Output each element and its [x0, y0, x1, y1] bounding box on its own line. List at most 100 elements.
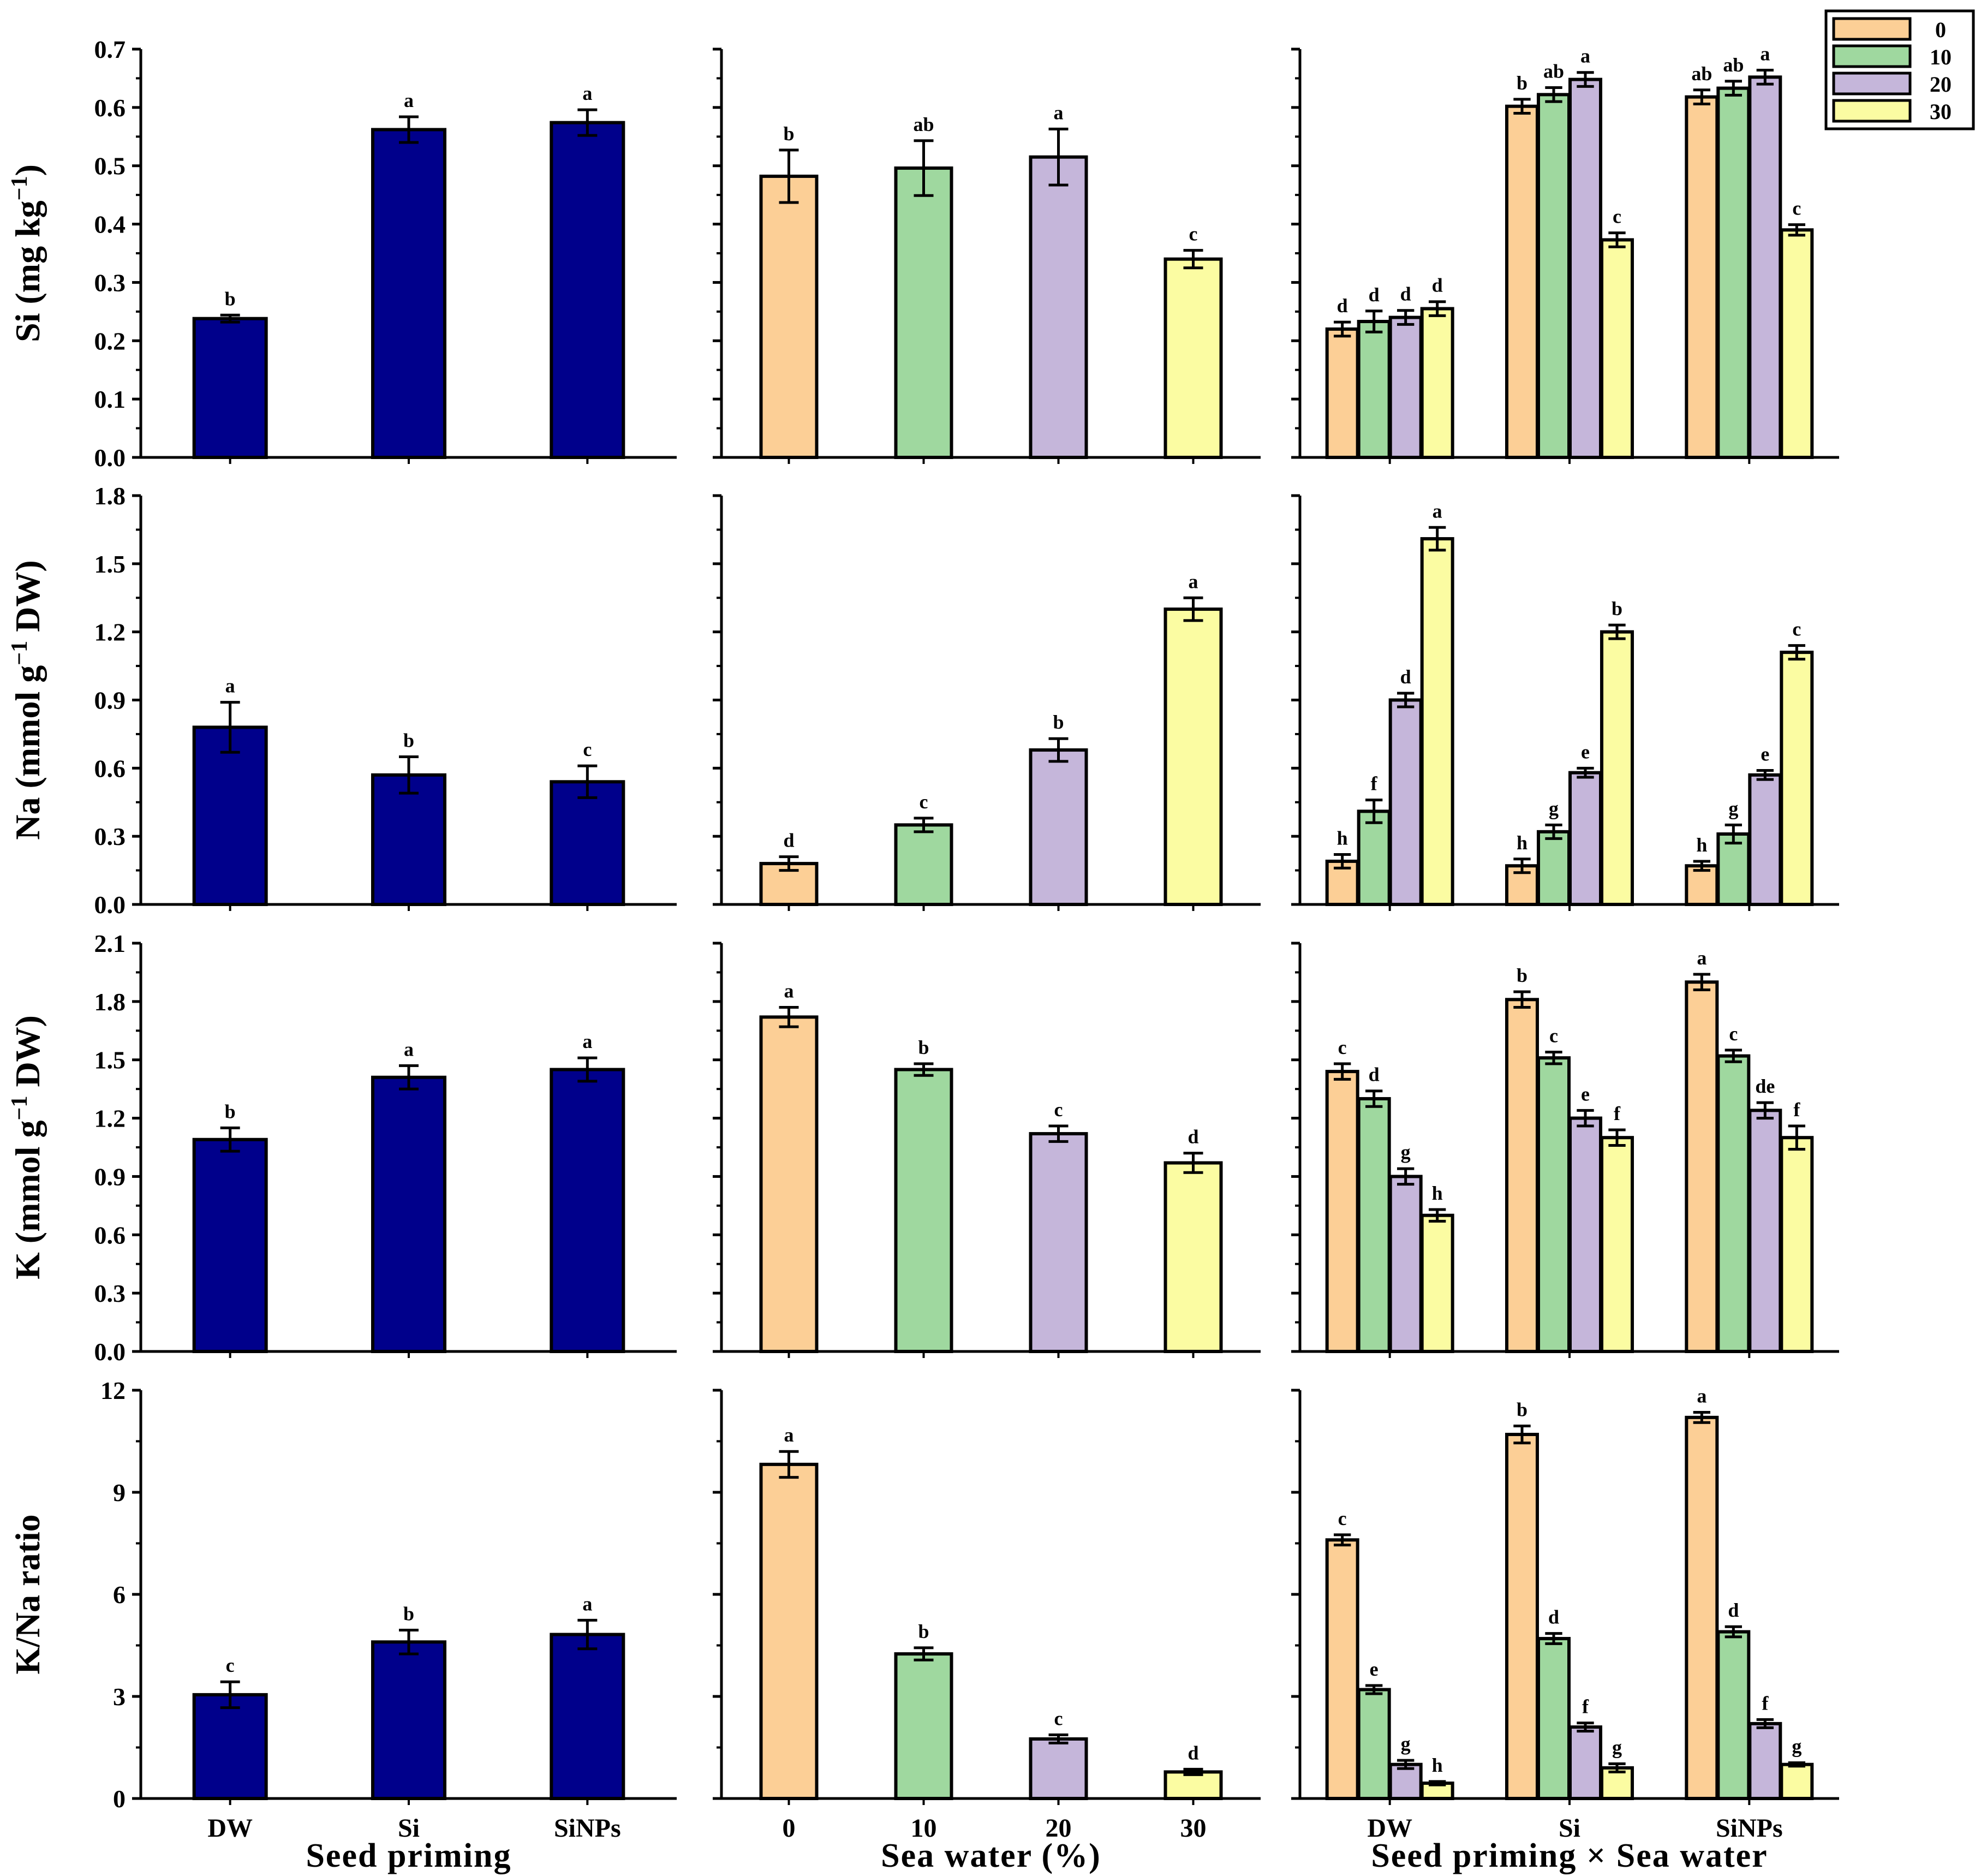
- significance-letter: f: [1793, 1099, 1800, 1121]
- x-tick-label: 30: [1180, 1814, 1207, 1843]
- x-tick-label: 0: [783, 1814, 796, 1843]
- bar-Si-0: [1505, 104, 1539, 460]
- significance-letter: d: [1548, 1606, 1559, 1628]
- y-tick-label: 0.6: [94, 1221, 126, 1249]
- y-axis-label: K/Na ratio: [8, 1514, 47, 1674]
- bar-20: [1029, 1737, 1088, 1801]
- significance-letter: a: [1054, 102, 1064, 123]
- x-tick-label: SiNPs: [1716, 1814, 1783, 1843]
- bar-DW-30: [1420, 307, 1454, 459]
- bar-10: [894, 823, 953, 906]
- significance-letter: c: [1054, 1707, 1063, 1729]
- y-tick-label: 0.9: [94, 1163, 126, 1190]
- y-axis-label: Na (mmol g−1 DW): [7, 560, 47, 839]
- x-axis-title-seawater: Sea water (%): [881, 1837, 1101, 1874]
- significance-letter: g: [1612, 1736, 1622, 1758]
- bar-Si-10: [1537, 1056, 1571, 1353]
- bar-DW-10: [1357, 1097, 1391, 1353]
- bar-0: [759, 174, 819, 460]
- significance-letter: a: [582, 1593, 592, 1615]
- significance-letter: f: [1582, 1696, 1589, 1718]
- bar-SiNPs-0: [1685, 1415, 1719, 1801]
- bar-0: [759, 1462, 819, 1801]
- significance-letter: b: [403, 1603, 414, 1624]
- bar-20: [1029, 155, 1088, 459]
- y-tick-label: 0.6: [94, 754, 126, 782]
- significance-letter: f: [1762, 1692, 1769, 1714]
- y-tick-label: 0.2: [94, 327, 126, 355]
- x-tick-label: SiNPs: [554, 1814, 621, 1843]
- significance-letter: ab: [913, 114, 934, 135]
- bar-20: [1029, 1132, 1088, 1353]
- significance-letter: a: [1697, 947, 1706, 969]
- bar-10: [894, 1068, 953, 1353]
- y-tick-label: 1.8: [94, 482, 126, 510]
- significance-letter: a: [1580, 45, 1590, 67]
- significance-letter: a: [582, 82, 592, 104]
- significance-letter: h: [1517, 832, 1527, 854]
- legend-swatch-20: [1832, 72, 1912, 96]
- significance-letter: c: [226, 1654, 235, 1676]
- y-tick-label: 0.7: [94, 35, 126, 63]
- bar-20: [1029, 748, 1088, 906]
- legend-swatch-0: [1832, 17, 1912, 41]
- x-tick-label: DW: [207, 1814, 253, 1843]
- bar-DW: [192, 725, 268, 907]
- significance-letter: a: [1760, 43, 1770, 64]
- significance-letter: e: [1581, 741, 1590, 763]
- panel-seawater-row-3: a b c d 0 10 20 30: [713, 1389, 1261, 1843]
- significance-letter: c: [1189, 223, 1198, 245]
- bar-0: [759, 1015, 819, 1354]
- bar-Si-30: [1600, 630, 1634, 906]
- legend-label-10: 10: [1930, 45, 1952, 69]
- significance-letter: h: [1337, 827, 1348, 849]
- significance-letter: c: [1792, 618, 1801, 640]
- significance-letter: c: [583, 739, 592, 760]
- significance-letter: a: [225, 675, 235, 697]
- bar-Si-0: [1505, 998, 1539, 1354]
- bar-DW-20: [1388, 315, 1423, 459]
- panel-seawater-row-0: b ab a c: [713, 47, 1261, 464]
- panel-seawater-row-2: a b c d: [713, 942, 1261, 1358]
- significance-letter: a: [784, 1424, 794, 1446]
- significance-letter: b: [1517, 964, 1527, 986]
- bar-SiNPs: [550, 1068, 625, 1353]
- bar-Si-10: [1537, 1637, 1571, 1801]
- significance-letter: h: [1432, 1754, 1443, 1776]
- bar-Si-20: [1568, 1725, 1602, 1801]
- significance-letter: ab: [1543, 61, 1564, 82]
- bar-SiNPs: [550, 1633, 625, 1800]
- significance-letter: h: [1432, 1182, 1443, 1204]
- legend-swatch-10: [1832, 44, 1912, 68]
- bar-SiNPs-10: [1716, 1054, 1751, 1353]
- bar-DW-30: [1420, 537, 1454, 906]
- bar-10: [894, 1652, 953, 1800]
- bar-Si-30: [1600, 1136, 1634, 1353]
- bar-Si-0: [1505, 1433, 1539, 1801]
- y-tick-label: 0.6: [94, 94, 126, 122]
- significance-letter: h: [1696, 834, 1707, 856]
- bar-30: [1163, 608, 1223, 906]
- significance-letter: b: [403, 730, 414, 752]
- significance-letter: b: [1517, 1398, 1527, 1420]
- bar-Si-10: [1537, 830, 1571, 907]
- legend-label-30: 30: [1930, 99, 1952, 124]
- y-tick-label: 0: [113, 1785, 126, 1813]
- significance-letter: b: [918, 1037, 929, 1058]
- bar-DW-0: [1325, 1070, 1359, 1353]
- significance-letter: f: [1614, 1103, 1621, 1124]
- significance-letter: d: [1337, 295, 1348, 317]
- significance-letter: a: [784, 980, 794, 1002]
- bar-DW: [192, 1693, 268, 1800]
- significance-letter: de: [1755, 1075, 1775, 1097]
- significance-letter: b: [783, 123, 794, 145]
- significance-letter: a: [404, 90, 414, 111]
- significance-letter: c: [1549, 1025, 1558, 1046]
- y-axis-label: K (mmol g−1 DW): [7, 1015, 47, 1279]
- bar-SiNPs-20: [1748, 773, 1782, 906]
- significance-letter: e: [1761, 743, 1769, 765]
- significance-letter: c: [1792, 198, 1801, 219]
